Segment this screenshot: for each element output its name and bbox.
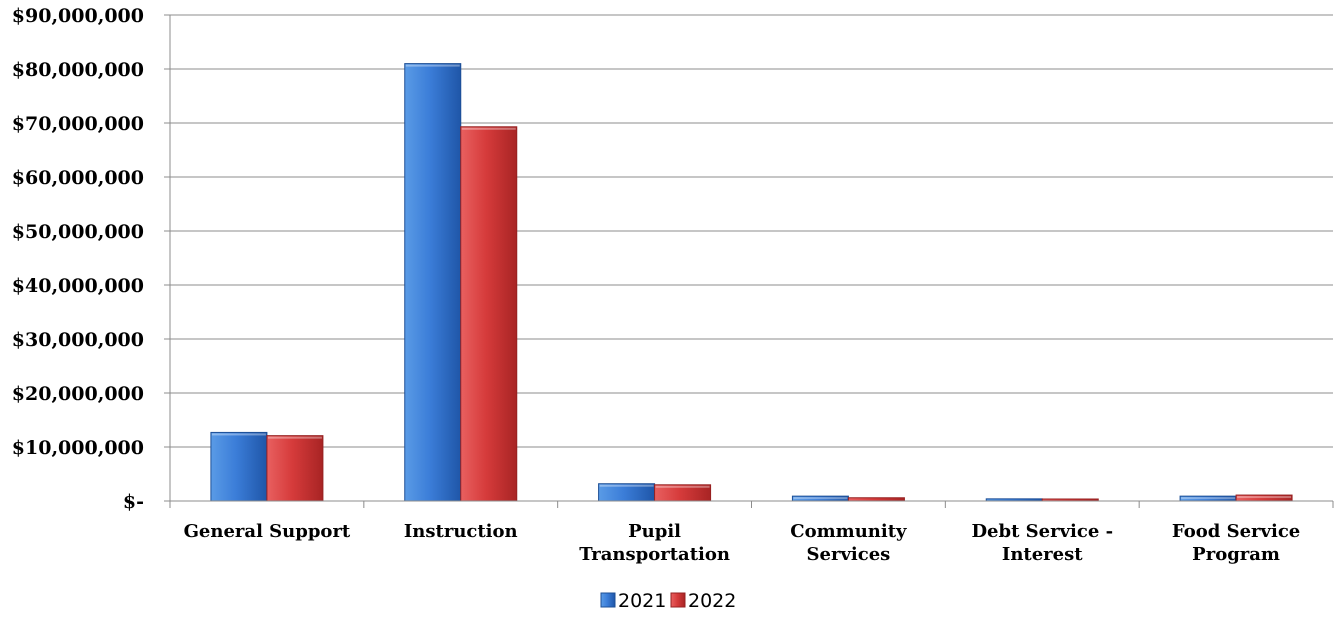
bar-2021-1 bbox=[404, 63, 462, 502]
x-tick-label: Food Service Program bbox=[1172, 521, 1300, 565]
gridlines bbox=[164, 14, 1333, 502]
x-tick-label-line: Pupil bbox=[628, 521, 681, 542]
legend-swatch bbox=[670, 592, 686, 608]
bar-2022-2 bbox=[654, 484, 712, 502]
x-tick-label: Instruction bbox=[404, 521, 518, 542]
legend-swatch bbox=[600, 592, 616, 608]
bar-highlight bbox=[405, 64, 460, 67]
x-axis-tick-labels: General Support Instruction Pupil Transport… bbox=[184, 521, 1301, 565]
legend-label: 2021 bbox=[618, 590, 666, 612]
y-tick-label: $90,000,000 bbox=[12, 5, 144, 27]
bar-rect bbox=[210, 431, 268, 502]
legend-item-2021: 2021 bbox=[600, 590, 666, 612]
x-tick-label-line: Food Service bbox=[1172, 521, 1300, 542]
x-tick-label: Debt Service -Interest bbox=[971, 521, 1113, 565]
x-tick-label-line: Interest bbox=[1002, 544, 1083, 565]
y-tick-label: $20,000,000 bbox=[12, 383, 144, 405]
bar-2022-1 bbox=[460, 126, 518, 502]
legend-item-2022: 2022 bbox=[670, 590, 736, 612]
bar-highlight bbox=[599, 484, 654, 487]
bar-2022-5 bbox=[1235, 494, 1293, 502]
x-tick-label: General Support bbox=[184, 521, 351, 542]
bar-highlight bbox=[461, 127, 516, 130]
y-tick-label: $30,000,000 bbox=[12, 329, 144, 351]
x-axis bbox=[169, 15, 1334, 508]
legend-label: 2022 bbox=[688, 590, 736, 612]
y-tick-label: $50,000,000 bbox=[12, 221, 144, 243]
y-tick-label: $70,000,000 bbox=[12, 113, 144, 135]
bar-2022-0 bbox=[266, 435, 324, 502]
legend: 2021 2022 bbox=[600, 590, 736, 612]
bar-rect bbox=[404, 63, 462, 502]
y-tick-label: $60,000,000 bbox=[12, 167, 144, 189]
x-tick-label-line: Community bbox=[790, 521, 907, 542]
bar-2021-2 bbox=[598, 483, 656, 502]
bar-rect bbox=[460, 126, 518, 502]
y-tick-label: $10,000,000 bbox=[12, 437, 144, 459]
bar-2021-5 bbox=[1179, 495, 1237, 502]
y-tick-label: $40,000,000 bbox=[12, 275, 144, 297]
x-tick-label: Community Services bbox=[790, 521, 907, 565]
bar-2021-0 bbox=[210, 431, 268, 502]
bar-rect bbox=[266, 435, 324, 502]
x-tick-label: Pupil Transportation bbox=[579, 521, 730, 565]
bar-highlight bbox=[793, 497, 848, 500]
x-tick-label-line: General Support bbox=[184, 521, 351, 542]
bars bbox=[210, 63, 1293, 502]
y-tick-label: $- bbox=[123, 491, 144, 513]
y-axis-tick-labels: $- $10,000,000 $20,000,000 $30,000,000 $40,0… bbox=[12, 5, 144, 513]
y-tick-label: $80,000,000 bbox=[12, 59, 144, 81]
x-tick-label-line: Services bbox=[807, 544, 891, 565]
x-tick-label-line: Debt Service - bbox=[971, 521, 1113, 542]
bar-highlight bbox=[211, 433, 266, 436]
x-tick-label-line: Transportation bbox=[579, 544, 730, 565]
x-tick-label-line: Instruction bbox=[404, 521, 518, 542]
bar-highlight bbox=[1237, 496, 1292, 499]
bar-highlight bbox=[655, 485, 710, 488]
x-tick-label-line: Program bbox=[1192, 544, 1280, 565]
bar-2021-3 bbox=[791, 495, 849, 502]
bar-highlight bbox=[267, 436, 322, 439]
bar-highlight bbox=[1181, 497, 1236, 500]
